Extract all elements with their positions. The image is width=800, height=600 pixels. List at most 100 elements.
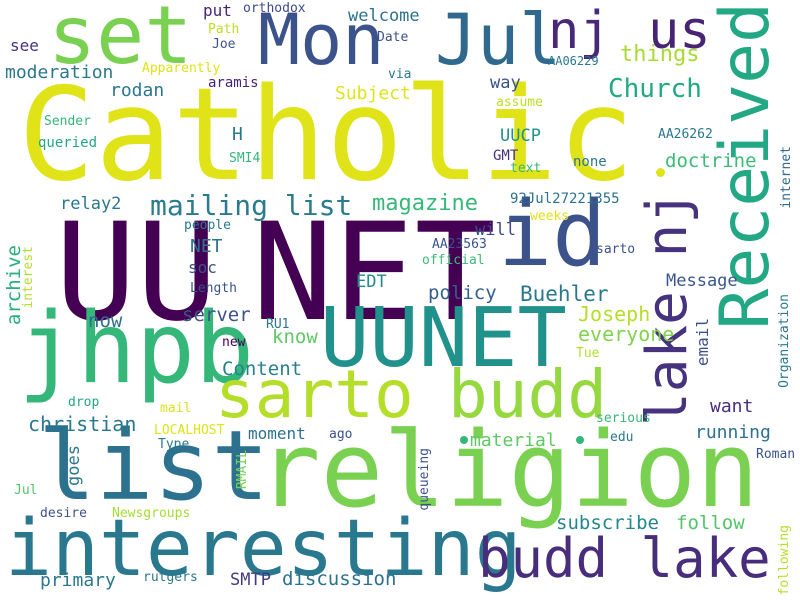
word-message: Message	[666, 271, 738, 291]
word-smi4: SMI4	[229, 151, 261, 166]
word-want: want	[710, 396, 754, 417]
word-sarto: sarto	[215, 356, 414, 433]
word-via: via	[388, 67, 412, 82]
word-content: Content	[222, 358, 303, 380]
word-rodan: rodan	[110, 80, 165, 101]
word-uu: UU	[55, 194, 218, 351]
word-assume: assume	[496, 95, 543, 110]
dot-2	[460, 436, 468, 444]
word-ago: ago	[329, 427, 353, 442]
word-orthodox: orthodox	[243, 1, 306, 16]
word-set: set	[48, 0, 193, 82]
word-jul: Jul	[435, 0, 562, 81]
word-moderation: moderation	[5, 62, 114, 83]
word-christian: christian	[28, 412, 137, 436]
word-id: id	[498, 182, 607, 287]
word-subscribe: subscribe	[556, 512, 659, 534]
word-rmail: RMAIL	[235, 450, 250, 490]
word-follow: follow	[676, 512, 745, 534]
dot-3	[576, 436, 584, 444]
word-mail: mail	[160, 401, 192, 416]
word-smtp: SMTP	[230, 570, 271, 590]
word-uunet: UUNET	[320, 291, 567, 386]
word-see: see	[10, 36, 39, 55]
word-apparently: Apparently	[142, 61, 221, 76]
word-edu: edu	[610, 430, 634, 445]
word-relay2: relay2	[60, 194, 122, 214]
word-net: NET	[252, 194, 496, 351]
word-put: put	[203, 1, 232, 20]
word-email: email	[693, 318, 712, 367]
word-welcome: welcome	[348, 6, 420, 26]
word-drop: drop	[68, 395, 100, 410]
word-weeks: weeks	[530, 209, 570, 224]
word-desire: desire	[40, 506, 87, 521]
word-queried: queried	[38, 135, 98, 151]
dot-1	[656, 168, 665, 177]
word-budd-lake: budd lake	[478, 527, 771, 590]
word-jhpb: jhpb	[18, 292, 255, 406]
word-sarto-small: sarto	[596, 242, 636, 257]
word-interest: interest	[21, 246, 36, 309]
word-uucp: UUCP	[500, 126, 541, 146]
word-net-small: NET	[190, 236, 223, 257]
word-primary: primary	[40, 570, 116, 591]
word-roman: Roman	[756, 447, 796, 462]
word-newsgroups: Newsgroups	[112, 506, 191, 521]
word-date: Date	[377, 30, 409, 45]
word-will: will	[475, 220, 516, 240]
word-type: Type	[158, 437, 190, 452]
word-running: running	[695, 422, 771, 443]
word-joe: Joe	[212, 37, 236, 52]
word-following: following	[777, 525, 792, 596]
word-everyone: everyone	[578, 322, 675, 346]
word-way: way	[490, 73, 521, 93]
word-organization: Organization	[777, 294, 792, 388]
word-goes: goes	[64, 445, 84, 486]
word-server: server	[182, 304, 251, 326]
word-92jul27221355: 92Jul27221355	[510, 191, 620, 207]
word-nj: nj	[548, 1, 611, 61]
word-interesting: interesting	[5, 504, 522, 594]
word-aa26262: AA26262	[658, 127, 713, 142]
word-joseph: Joseph	[578, 302, 651, 326]
word-serious: serious	[596, 411, 651, 426]
word-religion: religion	[258, 409, 759, 531]
word-official: official	[422, 253, 485, 268]
word-material: material	[470, 430, 557, 451]
word-magazine: magazine	[372, 191, 478, 216]
word-queueing: queueing	[417, 448, 432, 511]
word-new: new	[222, 335, 246, 350]
word-policy: policy	[428, 282, 497, 304]
word-budd: budd	[448, 356, 607, 433]
word-h: H	[232, 124, 243, 145]
word-aramis: aramis	[208, 75, 259, 91]
word-gmt: GMT	[493, 148, 519, 164]
word-aa23563: AA23563	[432, 237, 487, 252]
word-list: list	[38, 410, 270, 522]
word-buehler: Buehler	[520, 282, 609, 306]
word-moment: moment	[248, 424, 306, 443]
word-localhost: LOCALHOST	[154, 423, 225, 438]
word-rutgers: rutgers	[143, 570, 198, 585]
word-things: things	[620, 42, 700, 67]
word-sender: Sender	[44, 114, 91, 129]
word-none: none	[573, 154, 607, 170]
word-church: Church	[608, 74, 702, 104]
word-now: now	[88, 310, 123, 332]
word-people: people	[184, 218, 231, 233]
word-doctrine: doctrine	[665, 150, 757, 172]
word-mon: Mon	[258, 0, 385, 81]
word-mailing-list: mailing list	[150, 189, 353, 222]
word-path: Path	[208, 22, 240, 37]
word-edt: EDT	[356, 272, 387, 292]
word-catholic: Catholic	[18, 61, 635, 210]
word-subject: Subject	[335, 83, 411, 104]
word-jul-small: Jul	[14, 483, 38, 498]
word-discussion: discussion	[282, 568, 397, 590]
word-internet: internet	[779, 146, 794, 209]
word-know: know	[272, 326, 318, 348]
word-soc: soc	[188, 258, 217, 277]
word-us: us	[648, 1, 711, 61]
